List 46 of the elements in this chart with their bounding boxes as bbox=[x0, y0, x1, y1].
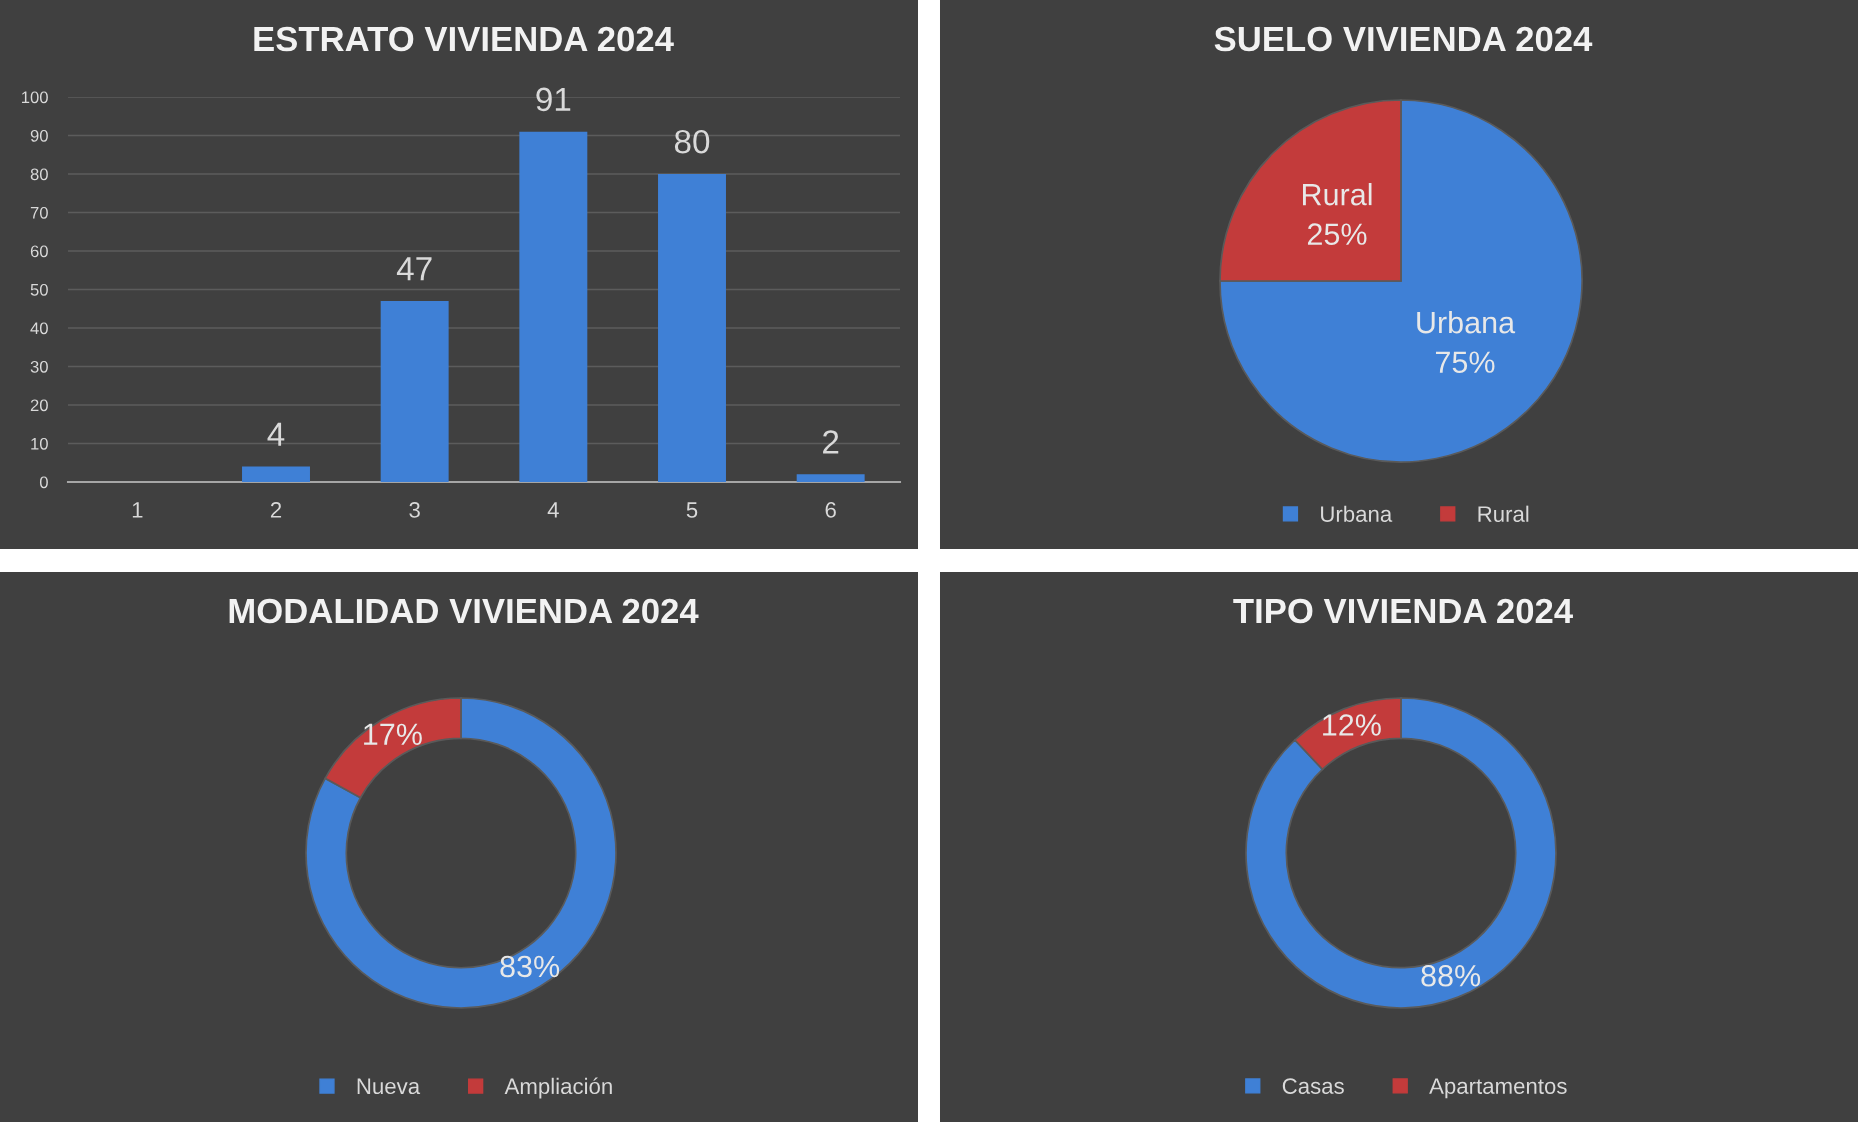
data-label: 12% bbox=[1323, 714, 1381, 736]
y-tick-label: 80 bbox=[30, 168, 48, 181]
chart-title: MODALIDAD VIVIENDA 2024 bbox=[229, 598, 699, 624]
data-label: 47 bbox=[396, 257, 432, 281]
donut-slice bbox=[1245, 697, 1557, 1009]
x-tick-label: 1 bbox=[132, 502, 143, 518]
legend-label: Apartamentos bbox=[1429, 1078, 1567, 1099]
data-label: Urbana 75% bbox=[1417, 310, 1516, 373]
data-label: 2 bbox=[823, 430, 839, 454]
pie-slice bbox=[1219, 99, 1583, 463]
data-label: 91 bbox=[536, 87, 571, 112]
data-label: 17% bbox=[364, 723, 422, 746]
legend-label: Ampliación bbox=[504, 1077, 612, 1099]
chart-title: ESTRATO VIVIENDA 2024 bbox=[254, 26, 674, 52]
y-tick-label: 90 bbox=[30, 129, 48, 142]
bar bbox=[519, 131, 588, 482]
legend-label: Urbana bbox=[1321, 505, 1393, 522]
data-label: 83% bbox=[500, 955, 560, 978]
x-tick-label: 5 bbox=[686, 502, 698, 518]
y-tick-label: 20 bbox=[30, 399, 48, 412]
data-label: 80 bbox=[674, 129, 710, 154]
y-tick-label: 100 bbox=[22, 91, 48, 104]
y-tick-label: 0 bbox=[39, 476, 48, 489]
bar bbox=[796, 474, 865, 482]
y-tick-label: 60 bbox=[30, 245, 48, 258]
y-tick-label: 40 bbox=[30, 322, 48, 335]
donut-slice bbox=[305, 697, 617, 1009]
x-tick-label: 6 bbox=[825, 502, 836, 518]
x-tick-label: 4 bbox=[547, 502, 559, 518]
chart-title: TIPO VIVIENDA 2024 bbox=[1233, 598, 1573, 624]
x-tick-label: 2 bbox=[270, 502, 282, 518]
data-label: 4 bbox=[267, 422, 285, 446]
legend-label: Nueva bbox=[357, 1078, 421, 1095]
y-tick-label: 10 bbox=[31, 437, 48, 450]
data-label: 88% bbox=[1421, 964, 1481, 987]
y-tick-label: 70 bbox=[30, 206, 48, 219]
x-tick-label: 3 bbox=[409, 502, 420, 518]
legend-label: Casas bbox=[1282, 1078, 1344, 1094]
bar bbox=[380, 301, 449, 482]
legend-label: Rural bbox=[1478, 505, 1529, 522]
bar bbox=[658, 174, 726, 482]
chart-title: SUELO VIVIENDA 2024 bbox=[1214, 26, 1593, 52]
y-tick-label: 30 bbox=[30, 360, 48, 373]
data-label: Rural 25% bbox=[1303, 182, 1372, 245]
bar bbox=[242, 466, 310, 482]
y-tick-label: 50 bbox=[30, 283, 48, 296]
